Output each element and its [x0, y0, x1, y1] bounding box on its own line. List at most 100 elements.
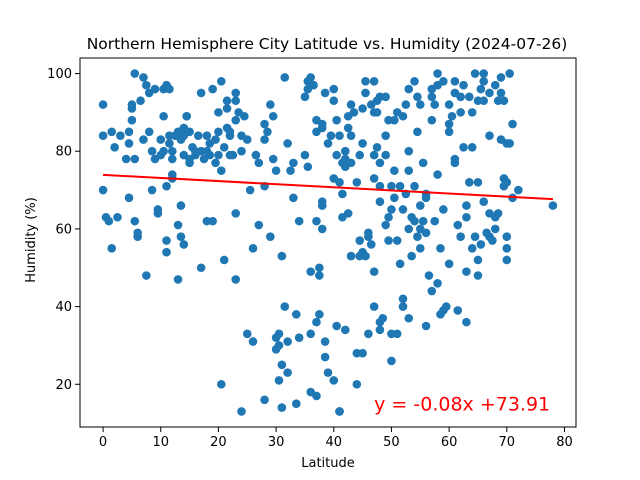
- data-point: [462, 267, 471, 276]
- data-point: [335, 177, 344, 187]
- data-point: [427, 115, 437, 125]
- data-point: [341, 325, 350, 335]
- data-point: [470, 69, 480, 78]
- data-point: [153, 205, 163, 214]
- data-point: [473, 255, 483, 265]
- data-point: [306, 267, 316, 276]
- data-point: [176, 201, 186, 210]
- data-point: [329, 96, 339, 106]
- x-tick-label: 30: [268, 435, 285, 450]
- data-point: [485, 88, 494, 98]
- data-point: [274, 376, 284, 385]
- data-point: [502, 244, 512, 253]
- data-point: [231, 96, 241, 106]
- data-point: [343, 209, 353, 218]
- data-point: [413, 92, 422, 102]
- data-point: [381, 92, 390, 102]
- data-point: [407, 251, 416, 261]
- data-point: [176, 232, 186, 241]
- data-point: [317, 224, 327, 234]
- data-point: [266, 100, 275, 109]
- data-point: [378, 313, 388, 323]
- data-point: [107, 244, 117, 253]
- data-point: [315, 263, 324, 273]
- axes: 0 10 20 30 40 50 60 70 80 20 40 60 80 100: [47, 57, 577, 450]
- data-point: [116, 131, 125, 140]
- data-point: [338, 189, 347, 199]
- x-tick-label: 60: [441, 435, 458, 450]
- data-point: [315, 271, 324, 280]
- data-point: [462, 317, 471, 327]
- data-point: [390, 193, 399, 203]
- data-point: [335, 407, 344, 416]
- data-point: [415, 100, 425, 109]
- data-point: [277, 360, 287, 370]
- data-point: [381, 131, 390, 140]
- data-point: [369, 302, 379, 311]
- data-point: [485, 131, 494, 140]
- data-point: [459, 80, 468, 90]
- data-point: [413, 232, 422, 241]
- data-point: [167, 170, 177, 179]
- data-point: [514, 185, 523, 195]
- data-point: [133, 228, 142, 238]
- data-point: [271, 166, 281, 175]
- data-point: [139, 73, 148, 82]
- data-point: [283, 368, 292, 377]
- data-point: [415, 201, 425, 210]
- data-point: [410, 77, 419, 86]
- data-point: [335, 131, 344, 140]
- data-point: [98, 185, 108, 195]
- data-point: [366, 240, 376, 249]
- data-point: [217, 77, 226, 86]
- data-point: [398, 302, 408, 311]
- data-point: [329, 376, 339, 385]
- x-tick-label: 70: [499, 435, 516, 450]
- data-point: [369, 267, 379, 276]
- data-point: [136, 96, 145, 106]
- data-point: [479, 197, 489, 207]
- data-point: [341, 146, 350, 156]
- data-point: [315, 310, 324, 319]
- data-point: [263, 127, 272, 137]
- data-point: [231, 275, 241, 284]
- data-point: [413, 127, 422, 137]
- data-point: [404, 84, 414, 94]
- data-point: [283, 139, 292, 148]
- data-point: [312, 317, 321, 327]
- data-point: [369, 174, 379, 183]
- data-point: [291, 310, 301, 319]
- data-point: [467, 108, 477, 117]
- data-point: [144, 127, 154, 137]
- data-point: [289, 193, 298, 203]
- data-point: [505, 69, 514, 78]
- data-point: [248, 244, 258, 253]
- data-point: [179, 240, 189, 249]
- data-point: [410, 181, 419, 191]
- data-point: [479, 96, 489, 106]
- x-tick-label: 0: [99, 435, 107, 450]
- data-point: [219, 255, 229, 265]
- data-point: [346, 131, 356, 140]
- data-point: [312, 216, 321, 226]
- data-point: [303, 162, 313, 172]
- data-point: [260, 395, 269, 405]
- data-point: [439, 77, 448, 86]
- data-point: [462, 201, 471, 210]
- data-point: [444, 119, 454, 129]
- data-point: [502, 232, 512, 241]
- data-point: [398, 294, 408, 304]
- data-point: [499, 96, 509, 106]
- chart-title: Northern Hemisphere City Latitude vs. Hu…: [87, 35, 568, 53]
- data-point: [280, 73, 290, 82]
- data-point: [332, 321, 341, 331]
- data-point: [404, 146, 414, 156]
- data-point: [162, 236, 171, 245]
- data-point: [421, 193, 431, 203]
- data-point: [196, 88, 206, 98]
- data-point: [433, 278, 442, 288]
- data-point: [395, 259, 405, 269]
- data-point: [390, 166, 399, 175]
- data-point: [415, 244, 425, 253]
- data-point: [465, 92, 474, 102]
